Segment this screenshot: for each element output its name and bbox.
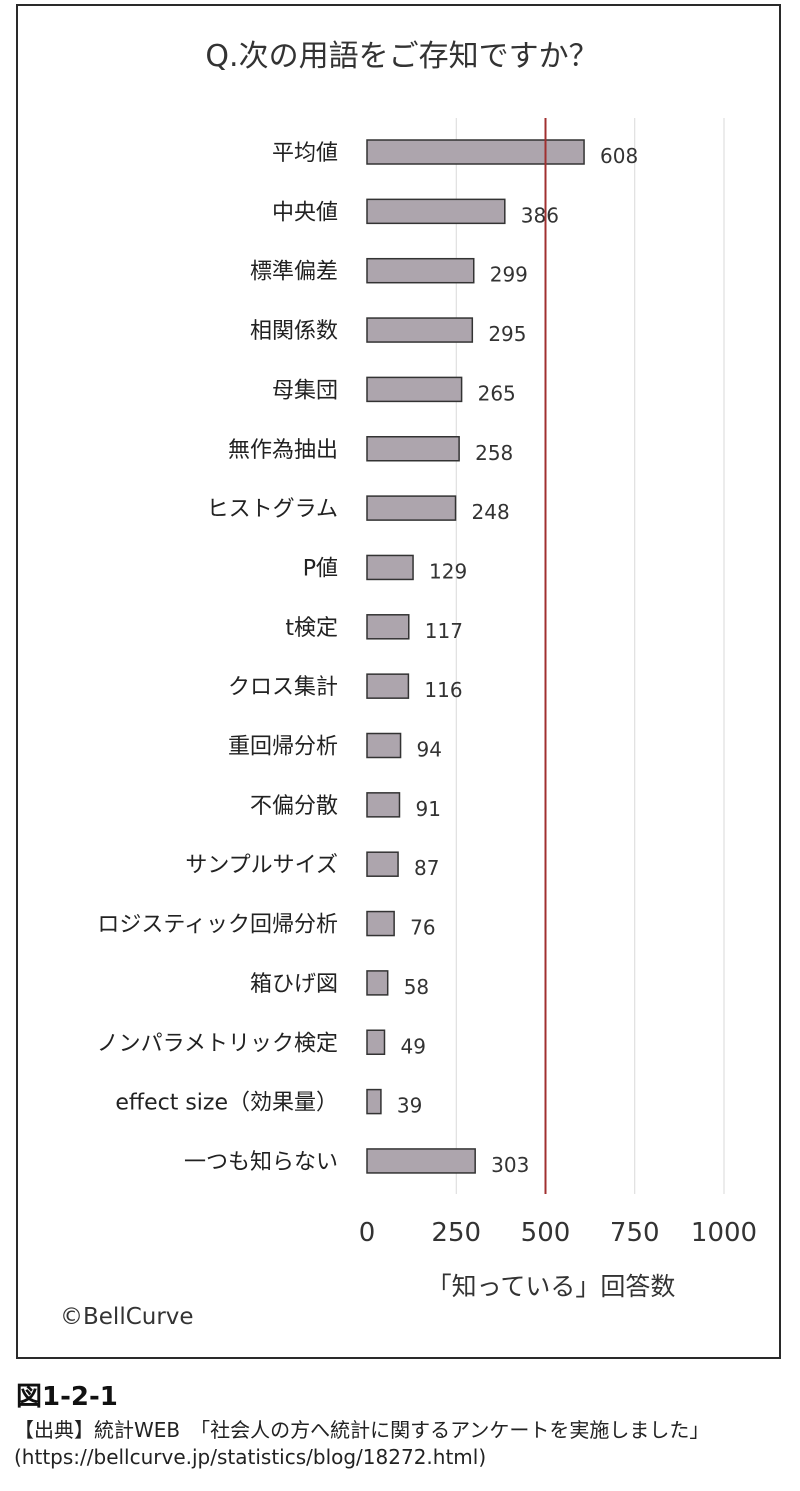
bar	[366, 198, 506, 225]
data-label: 116	[424, 678, 462, 702]
bars: 平均値 608 中央値 386 標準偏差 299 相関係数 295 母集団 265 無作為抽出 258…	[97, 139, 638, 1177]
category-label: 不偏分散	[250, 794, 338, 819]
category-label: P値	[303, 556, 338, 581]
bar	[366, 1029, 386, 1055]
bar	[366, 376, 463, 403]
data-label: 117	[425, 619, 463, 643]
data-label: 76	[410, 916, 435, 940]
copyright-text: ©BellCurve	[60, 1304, 194, 1330]
category-label: 相関係数	[250, 319, 338, 344]
category-label: t検定	[285, 616, 338, 641]
bar	[366, 317, 474, 343]
x-tick-label: 250	[431, 1218, 481, 1248]
bar	[366, 554, 414, 581]
category-label: 一つも知らない	[184, 1150, 338, 1175]
source-citation: 【出典】統計WEB 「社会人の方へ統計に関するアンケートを実施しました」	[14, 1418, 710, 1442]
x-axis-ticks: 0 250 500 750 1000	[359, 1218, 757, 1248]
bar	[366, 495, 457, 521]
data-label: 248	[472, 500, 510, 524]
category-label: 母集団	[272, 378, 338, 403]
data-label: 58	[404, 975, 429, 999]
data-label: 87	[414, 856, 439, 880]
x-tick-label: 1000	[691, 1218, 757, 1248]
category-label: effect size（効果量）	[115, 1091, 338, 1116]
bar	[366, 970, 389, 996]
category-label: 平均値	[272, 141, 338, 166]
source-url: (https://bellcurve.jp/statistics/blog/18…	[14, 1445, 487, 1469]
data-label: 94	[417, 738, 442, 762]
data-label: 91	[415, 797, 440, 821]
data-label: 295	[488, 322, 526, 346]
bar	[366, 732, 402, 759]
x-tick-label: 750	[610, 1218, 660, 1248]
x-tick-label: 0	[359, 1218, 376, 1248]
category-label: ノンパラメトリック検定	[97, 1031, 338, 1056]
bar	[366, 257, 475, 284]
data-label: 303	[491, 1153, 529, 1177]
x-axis-title: 「知っている」回答数	[427, 1272, 676, 1301]
bar	[366, 139, 585, 165]
bar	[366, 614, 410, 640]
bar-chart: Q.次の用語をご存知ですか？ 平均値 608 中央値 386 標準偏差 299 相関係数 29…	[60, 39, 757, 1330]
category-label: 重回帰分析	[228, 735, 338, 760]
data-label: 608	[600, 144, 638, 168]
data-label: 386	[521, 203, 559, 227]
chart-title: Q.次の用語をご存知ですか？	[205, 39, 598, 74]
figure-number: 図1-2-1	[16, 1382, 118, 1412]
data-label: 49	[400, 1034, 425, 1058]
data-label: 265	[478, 381, 516, 405]
x-tick-label: 500	[521, 1218, 571, 1248]
category-label: ロジスティック回帰分析	[97, 913, 338, 938]
data-label: 258	[475, 441, 513, 465]
chart-frame: Q.次の用語をご存知ですか？ 平均値 608 中央値 386 標準偏差 299 相関係数 29…	[16, 4, 781, 1359]
data-label: 39	[397, 1094, 422, 1118]
data-label: 299	[490, 263, 528, 287]
category-label: 標準偏差	[250, 260, 338, 285]
bar	[366, 1148, 476, 1174]
bar	[366, 673, 410, 699]
bar	[366, 851, 399, 877]
category-label: サンプルサイズ	[185, 853, 338, 878]
bar	[366, 436, 460, 462]
category-label: 箱ひげ図	[250, 972, 338, 997]
category-label: 中央値	[272, 200, 338, 225]
bar	[366, 792, 401, 818]
bar	[366, 1088, 382, 1115]
bar	[366, 910, 395, 937]
category-label: クロス集計	[228, 675, 338, 700]
data-label: 129	[429, 559, 467, 583]
category-label: ヒストグラム	[207, 497, 338, 522]
category-label: 無作為抽出	[228, 438, 338, 463]
